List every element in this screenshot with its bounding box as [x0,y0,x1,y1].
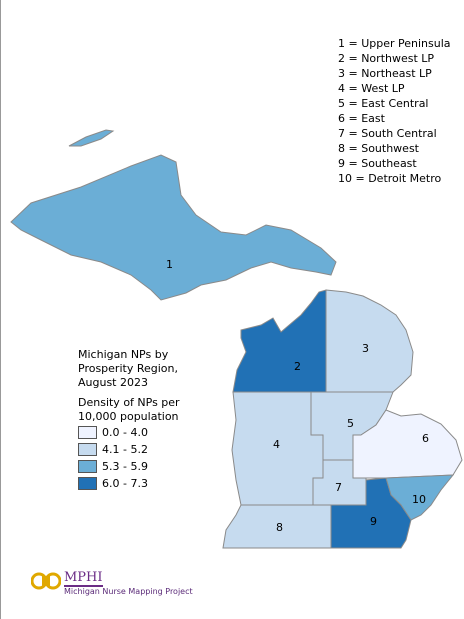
legend-entry: 5.3 - 5.9 [78,458,213,475]
key-entry: 4 = West LP [338,82,405,95]
legend-entry: 0.0 - 4.0 [78,424,213,441]
region-label: 2 [294,360,301,373]
logo-caption: Michigan Nurse Mapping Project [64,587,193,596]
key-entry: 7 = South Central [338,127,437,140]
legend-label: 4.1 - 5.2 [102,442,148,456]
legend-subtitle: Density of NPs per 10,000 population [78,396,180,423]
region-label: 8 [276,521,283,534]
region-label: 10 [412,493,426,506]
region-label: 1 [166,258,173,271]
legend-entry: 4.1 - 5.2 [78,441,213,458]
legend-label: 6.0 - 7.3 [102,476,148,490]
region-label: 6 [422,432,429,445]
isle-royale [68,129,115,147]
logo-icon [31,572,61,590]
legend-entries: 0.0 - 4.0 4.1 - 5.2 5.3 - 5.9 6.0 - 7.3 [78,424,213,492]
region-label: 9 [370,515,377,528]
key-entry: 5 = East Central [338,97,429,110]
key-entry: 3 = Northeast LP [338,67,432,80]
region-label: 4 [273,438,280,451]
logo: MPHI Michigan Nurse Mapping Project [31,566,193,596]
key-entry: 6 = East [338,112,385,125]
region-key: 1 = Upper Peninsula 2 = Northwest LP 3 = N… [338,36,451,186]
legend-swatch [78,443,97,456]
key-entry: 2 = Northwest LP [338,52,435,65]
key-entry: 9 = Southeast [338,157,417,170]
key-entry: 1 = Upper Peninsula [338,37,451,50]
region [385,474,455,521]
legend-entry: 6.0 - 7.3 [78,475,213,492]
region [232,289,327,393]
legend-swatch [78,460,97,473]
legend-label: 5.3 - 5.9 [102,459,148,473]
legend: Michigan NPs by Prosperity Region, Augus… [78,348,213,492]
legend-title: Michigan NPs by Prosperity Region, Augus… [78,348,178,389]
region-label: 5 [347,417,354,430]
key-entry: 8 = Southwest [338,142,419,155]
key-entry: 10 = Detroit Metro [338,172,442,185]
legend-label: 0.0 - 4.0 [102,425,148,439]
region-label: 7 [335,481,342,494]
logo-name: MPHI [64,570,103,587]
legend-swatch [78,426,97,439]
legend-swatch [78,477,97,490]
region [325,289,414,393]
region-label: 3 [362,342,369,355]
region [10,154,337,301]
